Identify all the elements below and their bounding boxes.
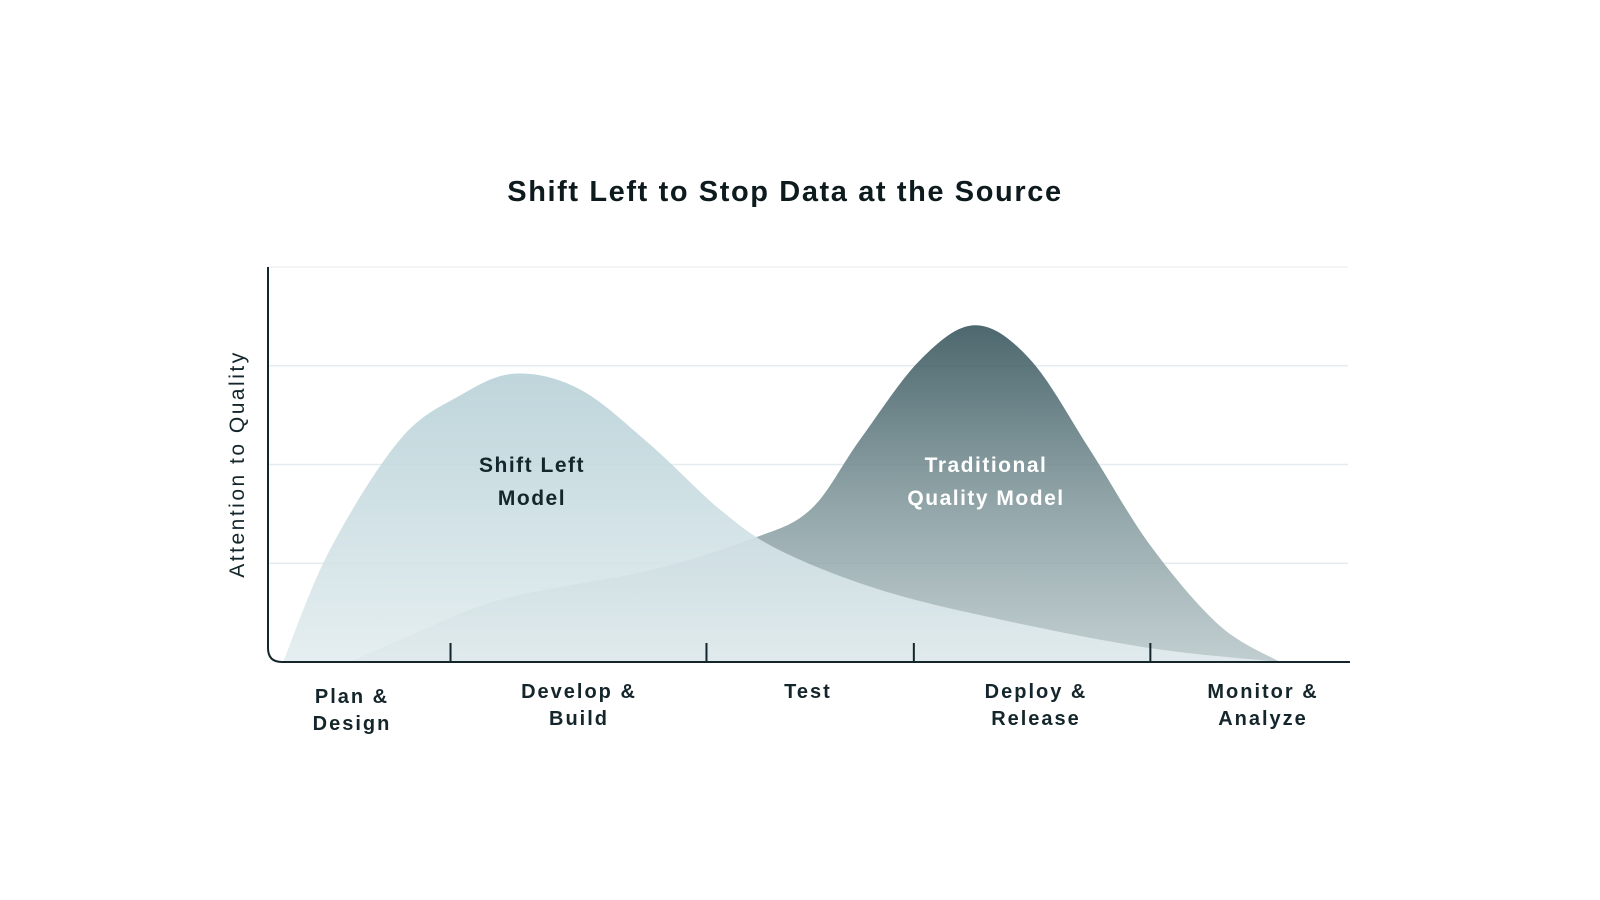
series-label: Quality Model	[907, 487, 1064, 510]
series-label: Traditional	[925, 454, 1048, 477]
chart-title: Shift Left to Stop Data at the Source	[507, 176, 1062, 208]
series-label: Model	[498, 487, 566, 510]
x-tick-label: Release	[991, 708, 1081, 730]
x-tick-label: Test	[784, 681, 832, 703]
y-axis-label: Attention to Quality	[226, 350, 249, 577]
x-tick-label: Plan &	[315, 686, 389, 708]
x-tick-label: Build	[549, 708, 609, 730]
area-shift-left	[283, 373, 1280, 662]
x-tick-label: Analyze	[1218, 708, 1308, 730]
series-label: Shift Left	[479, 454, 585, 477]
x-tick-label: Design	[313, 713, 392, 735]
area-traditional	[350, 325, 1280, 662]
axis-line	[267, 267, 1350, 663]
x-tick-label: Deploy &	[985, 681, 1088, 703]
x-tick-label: Monitor &	[1207, 681, 1318, 703]
x-tick-label: Develop &	[521, 681, 637, 703]
